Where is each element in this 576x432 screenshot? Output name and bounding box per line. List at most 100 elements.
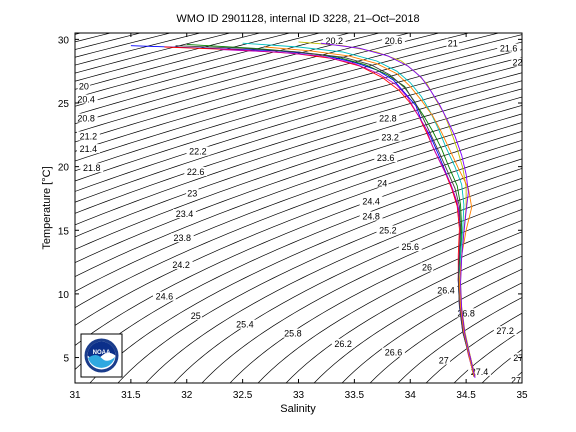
profile-series-line (175, 45, 475, 377)
density-contour-label: 26.6 (385, 348, 403, 358)
density-contour-label: 24.2 (172, 260, 190, 270)
density-label-background (382, 347, 405, 357)
x-tick-label: 32.5 (233, 390, 253, 401)
x-tick-label: 33.5 (345, 390, 365, 401)
density-contour-line (75, 33, 471, 143)
chart-title: WMO ID 2901128, internal ID 3228, 21–Oct… (176, 13, 419, 25)
density-contour-line (313, 255, 522, 383)
x-tick-label: 33 (293, 390, 305, 401)
density-contour-label: 23.6 (377, 153, 395, 163)
density-contour-label: 27.8 (511, 376, 529, 386)
density-contour-line (75, 33, 262, 82)
density-contour-label: 24.8 (362, 212, 380, 222)
density-contour-line (453, 329, 522, 383)
density-label-background (186, 188, 199, 198)
density-label-background (80, 163, 104, 173)
density-contour-label: 24.4 (362, 196, 380, 206)
x-tick-label: 34.5 (456, 390, 476, 401)
density-label-background (170, 233, 194, 243)
density-contour-label: 22.8 (379, 114, 397, 124)
density-contour-label: 26.8 (457, 308, 475, 318)
density-contour-line (75, 64, 522, 203)
density-label-background (468, 366, 491, 376)
density-contour-label: 23.4 (176, 209, 194, 219)
density-label-layer: 20.2 20.6 21 21.6 22 20 20.4 20.8 21.2 21.4 21.8 22… (75, 35, 531, 386)
density-contour-line (229, 220, 522, 383)
density-contour-label: 27.4 (471, 367, 489, 377)
x-tick-label: 32 (181, 390, 193, 401)
density-contour-line (75, 113, 522, 277)
density-label-background (169, 259, 193, 269)
density-contour-line (75, 33, 321, 99)
profile-series-line (264, 46, 475, 377)
density-contour-line (75, 56, 522, 192)
density-label-background (446, 38, 459, 48)
density-label-background (398, 242, 422, 252)
density-contour-label: 26.2 (334, 339, 352, 349)
density-contour-line (75, 33, 351, 107)
density-contour-line (75, 149, 522, 346)
density-label-background (359, 196, 383, 206)
density-label-background (382, 35, 405, 45)
density-contour-label: 27.8 (513, 353, 531, 363)
density-contour-label: 22.2 (189, 147, 207, 157)
density-contour-label: 25 (191, 311, 201, 321)
noaa-logo-text: NOAA (93, 350, 111, 356)
density-contour-label: 22 (512, 58, 522, 68)
density-label-background (173, 209, 196, 218)
density-label-background (376, 178, 389, 188)
density-contour-line (75, 41, 522, 172)
density-label-background (454, 308, 478, 318)
density-contour-label: 22.6 (187, 167, 205, 177)
density-contour-line (285, 243, 522, 383)
x-tick-label: 34 (405, 390, 417, 401)
density-label-background (508, 375, 522, 383)
density-contour-label: 25.6 (402, 242, 420, 252)
density-contour-label: 25.4 (236, 320, 254, 330)
density-contour-label: 27 (439, 355, 449, 365)
noaa-logo-wave (88, 355, 115, 368)
density-contour-line (532, 78, 576, 390)
density-label-background (184, 167, 208, 176)
density-contour-line (75, 139, 522, 326)
density-label-background (322, 35, 346, 45)
density-contour-line (75, 96, 522, 250)
density-contour-label: 21.2 (80, 131, 98, 141)
density-contour-label: 20.8 (77, 114, 95, 124)
density-contour-line (75, 158, 522, 370)
density-label-background (376, 225, 400, 235)
density-label-background (359, 211, 383, 221)
y-tick-label: 10 (58, 290, 70, 301)
density-label-background (378, 132, 402, 142)
noaa-logo: NOAA (80, 333, 123, 378)
density-contour-label: 25.2 (379, 226, 397, 236)
density-label-background (233, 319, 257, 329)
density-label-background (77, 131, 100, 141)
density-contour-label: 20.4 (77, 95, 95, 105)
density-contour-line (89, 168, 522, 383)
profile-series-layer (130, 41, 476, 379)
noaa-logo-sky (87, 341, 116, 359)
density-label-background (434, 285, 458, 295)
density-contour-line (369, 282, 522, 383)
density-label-background (437, 355, 450, 365)
density-label-background (374, 153, 398, 162)
density-label-background (77, 81, 91, 91)
density-contour-label: 26 (422, 263, 432, 273)
y-tick-label: 30 (58, 35, 70, 46)
density-contour-label: 20.2 (326, 36, 344, 46)
x-tick-label: 35 (516, 390, 528, 401)
density-contour-line (75, 80, 522, 226)
density-label-background (281, 328, 305, 338)
density-contour-line (75, 130, 522, 309)
x-tick-label: 31 (69, 390, 81, 401)
density-contour-layer (75, 33, 576, 390)
density-contour-line (75, 33, 202, 66)
density-contour-line (75, 33, 232, 74)
density-contour-line (117, 177, 522, 383)
density-contour-line (75, 33, 441, 134)
density-contour-line (75, 33, 501, 152)
y-tick-label: 25 (58, 99, 70, 110)
density-contour-line (75, 122, 522, 292)
